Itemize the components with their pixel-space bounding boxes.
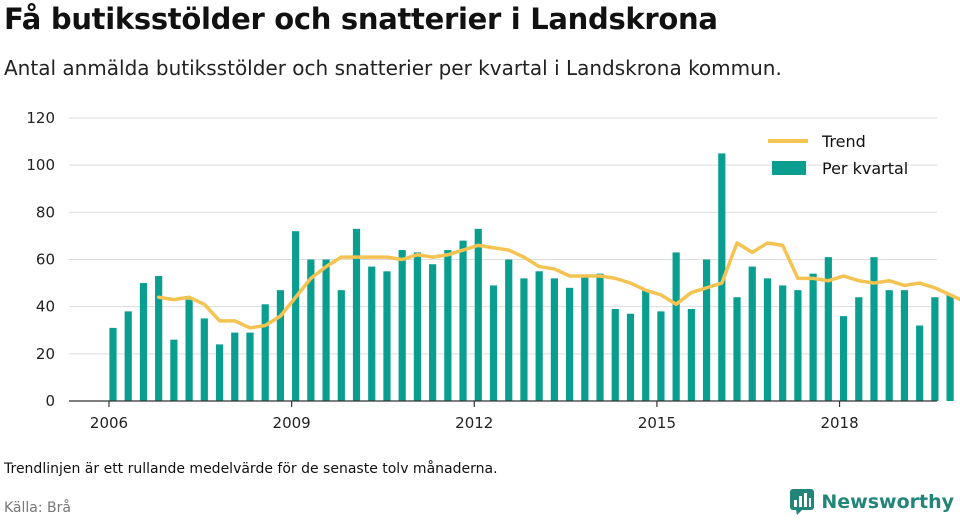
bar [550,278,558,401]
bar [733,297,741,401]
trend-line [156,241,960,330]
bar [916,325,924,401]
axes: 0204060801001202006200920122015201820212… [26,109,937,432]
bar [946,294,954,402]
bar [444,250,452,401]
bar [109,327,117,401]
bar [398,250,406,401]
source-label: Källa: Brå [4,500,71,516]
bar [489,285,498,401]
x-tick-label: 2015 [638,414,676,432]
bar [124,311,132,401]
legend-bar-swatch [772,161,806,175]
legend: Trend Per kvartal [768,132,908,178]
bar-chart-speech-bubble-icon [790,489,815,515]
bar [383,271,391,401]
bar [611,309,619,401]
chart-subtitle: Antal anmälda butiksstölder och snatteri… [4,56,782,80]
x-tick-label: 2009 [273,414,311,432]
bar [839,316,848,401]
legend-trend-label: Trend [821,132,866,151]
bar [566,287,574,401]
bar [794,290,802,401]
bar [657,311,665,401]
bar [307,259,315,401]
bar [429,264,437,401]
bar [672,252,680,401]
bar [231,332,239,401]
brand-name: Newsworthy [821,491,954,513]
bar [900,290,909,401]
bar [368,266,376,401]
grid-lines [69,117,937,355]
y-tick-label: 40 [36,298,55,316]
bar [474,228,482,401]
bar [626,313,635,401]
bar [185,299,193,401]
bar [155,276,163,401]
bar [535,271,543,401]
bar [322,259,330,401]
bar [870,257,878,401]
bar [200,318,208,401]
x-tick-label: 2006 [90,414,128,432]
bar [215,344,224,401]
x-tick-label: 2018 [820,414,858,432]
bar [824,257,832,401]
x-tick-label: 2012 [455,414,493,432]
bar [170,339,178,401]
bar [687,309,695,401]
bar [855,297,863,401]
bar [748,266,756,401]
trend-line-layer [156,241,960,330]
y-tick-label: 100 [26,156,55,174]
bar-line-chart: 0204060801001202006200920122015201820212… [26,109,960,432]
bar [596,273,604,401]
bar [246,332,254,401]
bars [109,153,954,402]
bar [809,273,817,401]
y-tick-label: 60 [36,251,55,269]
bar [885,290,893,401]
bar [459,240,467,401]
bar [931,297,939,401]
y-tick-label: 80 [36,203,55,221]
legend-bar-label: Per kvartal [822,159,908,178]
footnote: Trendlinjen är ett rullande medelvärde f… [4,461,498,477]
bar [505,259,513,401]
bar [702,259,711,401]
bar [642,290,650,401]
bar [337,290,345,401]
bar [413,252,421,401]
bar [139,283,148,401]
chart-title: Få butiksstölder och snatterier i Landsk… [4,2,718,36]
bar [581,276,589,401]
bar [763,278,772,401]
bar [520,278,528,401]
bar [779,285,787,401]
bar [352,228,361,401]
bar [718,153,726,402]
y-tick-label: 120 [26,109,55,127]
y-tick-label: 20 [36,345,55,363]
bar [292,231,300,401]
bar [276,290,285,401]
y-tick-label: 0 [45,392,55,410]
bar [261,304,269,401]
brand: Newsworthy [789,488,954,516]
